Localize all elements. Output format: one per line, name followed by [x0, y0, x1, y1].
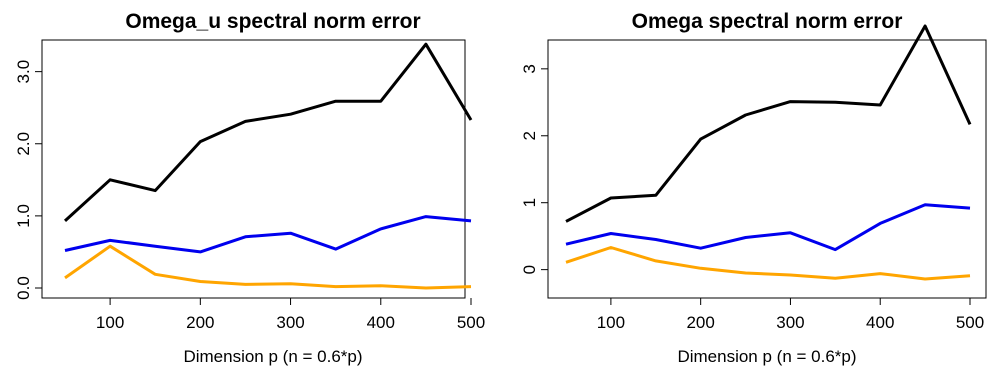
- y-tick-label: 1: [520, 198, 539, 207]
- plot-frame: [547, 39, 987, 299]
- x-tick-label: 500: [956, 313, 984, 332]
- series-line-0: [63, 42, 473, 223]
- x-tick-label: 500: [457, 313, 485, 332]
- y-tick-label: 0.0: [14, 276, 33, 300]
- y-tick-label: 2: [520, 131, 539, 140]
- x-tick-label: 300: [276, 313, 304, 332]
- series-line-1: [565, 203, 971, 252]
- y-tick-label: 2.0: [14, 132, 33, 156]
- y-tick-label: 3.0: [14, 60, 33, 84]
- x-tick-label: 200: [186, 313, 214, 332]
- y-tick-label: 1.0: [14, 204, 33, 228]
- x-axis-label: Dimension p (n = 0.6*p): [677, 347, 856, 366]
- series-line-2: [565, 246, 971, 281]
- x-tick-label: 100: [96, 313, 124, 332]
- chart-panel-omega: Omega spectral norm error Dimension p (n…: [520, 10, 987, 366]
- series-line-2: [64, 244, 472, 290]
- x-tick-label: 200: [686, 313, 714, 332]
- y-tick-label: 0: [520, 265, 539, 274]
- series-line-0: [565, 24, 972, 223]
- y-tick-label: 3: [520, 64, 539, 73]
- x-axis-label: Dimension p (n = 0.6*p): [183, 347, 362, 366]
- x-tick-label: 400: [866, 313, 894, 332]
- chart-panel-omega-u: Omega_u spectral norm error Dimension p …: [14, 10, 485, 366]
- chart-title: Omega spectral norm error: [632, 10, 903, 33]
- plot-frame: [41, 39, 466, 299]
- x-tick-label: 400: [367, 313, 395, 332]
- chart-title: Omega_u spectral norm error: [125, 10, 420, 33]
- series-line-1: [64, 215, 472, 254]
- x-tick-label: 300: [776, 313, 804, 332]
- x-tick-label: 100: [597, 313, 625, 332]
